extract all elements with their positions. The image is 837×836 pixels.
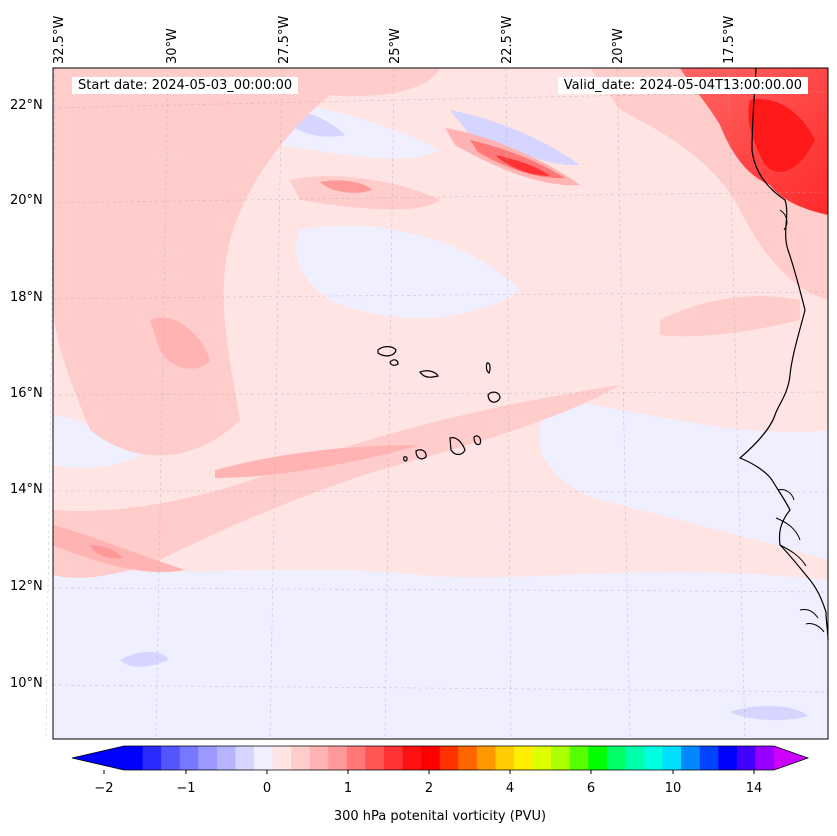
colorbar-segment: [384, 746, 404, 770]
colorbar-tick-neg1: −1: [176, 781, 196, 796]
colorbar-segment: [606, 746, 627, 770]
field-layer: [53, 68, 828, 739]
colorbar-title: 300 hPa potenital vorticity (PVU): [333, 809, 547, 824]
island-fogo: [415, 449, 427, 460]
pv-streak-sw: [53, 525, 185, 572]
colorbar-outline: [71, 745, 810, 771]
colorbar: [71, 745, 810, 774]
colorbar-segment: [198, 746, 218, 770]
low-pv-blue4: [730, 705, 808, 721]
pv-small-west: [320, 180, 372, 193]
lat-label-12n: 12°N: [10, 579, 43, 594]
colorbar-segment: [532, 746, 552, 770]
colorbar-segment: [755, 746, 775, 770]
lon-label-32-5w: 32.5°W: [52, 15, 67, 64]
colorbar-segment: [551, 746, 571, 770]
colorbar-segment: [495, 746, 515, 770]
low-pv-east: [539, 400, 828, 560]
lat-label-16n: 16°N: [10, 386, 43, 401]
pv-africa-core: [748, 99, 815, 172]
lon-label-22-5w: 22.5°W: [500, 15, 515, 64]
start-date-label: Start date: 2024-05-03_00:00:00: [72, 77, 299, 94]
island-brava: [403, 456, 408, 462]
colorbar-segment: [625, 746, 645, 770]
coast-details: [775, 209, 825, 633]
pv-band-north: [53, 68, 440, 456]
low-pv-central: [296, 225, 520, 319]
lat-label-14n: 14°N: [10, 482, 43, 497]
africa-coastline: [738, 67, 829, 641]
valid-date-label: Valid_date: 2024-05-04T13:00:00.00: [557, 77, 808, 94]
colorbar-segment: [179, 746, 199, 770]
low-pv-blue2: [450, 110, 580, 166]
colorbar-segment: [291, 746, 311, 770]
lon-label-25w: 25°W: [388, 28, 403, 64]
colorbar-segment: [346, 746, 367, 770]
colorbar-segment: [439, 746, 459, 770]
colorbar-segment: [216, 746, 237, 770]
colorbar-segment: [365, 746, 385, 770]
pv-jet-core2: [470, 140, 565, 179]
colorbar-segment: [458, 746, 478, 770]
island-santiago: [449, 437, 466, 456]
colorbar-segment: [124, 746, 144, 770]
colorbar-extend-high: [774, 746, 808, 770]
colorbar-extend-low: [72, 746, 124, 770]
island-sal: [485, 362, 491, 374]
pv-africa-strong: [680, 68, 828, 215]
colorbar-segment: [402, 746, 422, 770]
colorbar-segment: [514, 746, 534, 770]
colorbar-tick-4: 4: [505, 781, 515, 796]
pv-streak-west: [150, 317, 210, 369]
colorbar-segment: [569, 746, 589, 770]
colorbar-segment: [588, 746, 608, 770]
colorbar-segment: [161, 746, 181, 770]
colorbar-segment: [421, 746, 441, 770]
lat-label-18n: 18°N: [10, 290, 43, 305]
colorbar-segment: [309, 746, 329, 770]
colorbar-tick-2: 2: [424, 781, 434, 796]
colorbar-tick-neg2: −2: [94, 781, 114, 796]
colorbar-tick-6: 6: [586, 781, 596, 796]
lon-label-20w: 20°W: [611, 28, 626, 64]
colorbar-tick-14: 14: [745, 781, 763, 796]
lon-label-30w: 30°W: [165, 28, 180, 64]
island-boa-vista: [487, 391, 501, 403]
colorbar-segment: [328, 746, 348, 770]
colorbar-tick-0: 0: [262, 781, 272, 796]
island-sao-vicente: [389, 359, 399, 366]
colorbar-segment: [644, 746, 664, 770]
colorbar-segment: [718, 746, 738, 770]
lon-label-27-5w: 27.5°W: [277, 15, 292, 64]
colorbar-segment: [235, 746, 255, 770]
lat-label-10n: 10°N: [10, 676, 43, 691]
island-maio: [473, 435, 482, 446]
islands: [377, 346, 501, 462]
island-santo-antao: [377, 346, 397, 357]
pv-streak-south: [215, 445, 420, 478]
lon-label-17-5w: 17.5°W: [722, 15, 737, 64]
lat-label-22n: 22°N: [10, 98, 43, 113]
colorbar-segment: [681, 746, 701, 770]
colorbar-segment: [699, 746, 719, 770]
pv-small-sw: [90, 545, 122, 559]
island-sao-nicolau: [419, 370, 439, 378]
plot-frame: [52, 67, 829, 740]
colorbar-segment: [736, 746, 757, 770]
low-pv-blue3: [120, 651, 168, 667]
colorbar-segment: [142, 746, 162, 770]
colorbar-segment: [272, 746, 292, 770]
colorbar-segment: [254, 746, 274, 770]
low-pv-south: [53, 560, 828, 739]
colorbar-segment: [662, 746, 682, 770]
colorbar-segment: [476, 746, 497, 770]
low-pv-south-b: [53, 415, 150, 468]
colorbar-tick-1: 1: [343, 781, 353, 796]
pv-band-south: [53, 385, 620, 578]
pv-band-east: [660, 296, 800, 337]
lat-label-20n: 20°N: [10, 193, 43, 208]
pv-jet-core3: [495, 155, 550, 176]
colorbar-tick-10: 10: [664, 781, 682, 796]
